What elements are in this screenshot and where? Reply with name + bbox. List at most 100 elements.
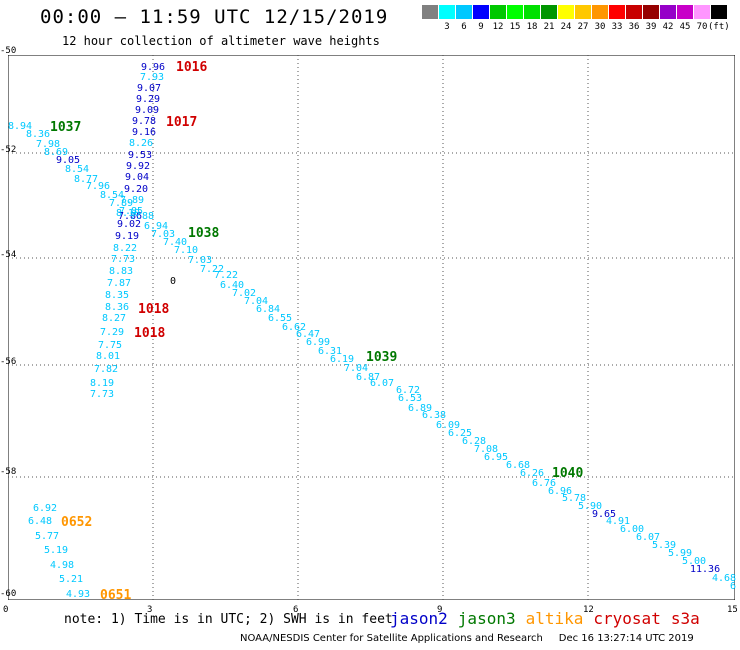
color-scale-swatch [558,5,574,19]
track-a-swh-value: 8.19 [90,378,115,389]
y-tick-label: -52 [0,145,17,155]
track-a-swh-value: 7.75 [98,340,123,351]
pass-number-label: 1018 [138,302,170,317]
color-scale-swatch [694,5,710,19]
track-a-swh-value: 8.83 [109,266,134,277]
color-scale-label: 70 [696,22,708,32]
track-b-swh-value: 6.00 [620,524,645,535]
track-b-swh-value: 8.94 [8,121,33,132]
track-b-swh-value: 6.53 [398,393,423,404]
track-c-swh-value: 4.98 [50,560,75,571]
track-a-swh-value: 7.85 [119,206,144,217]
page-title: 00:00 – 11:59 UTC 12/15/2019 [40,6,389,28]
page-subtitle: 12 hour collection of altimeter wave hei… [62,34,380,48]
track-a-swh-value: 9.29 [136,94,161,105]
track-b-swh-value: 8.54 [65,164,90,175]
pass-number-label: 1018 [134,326,166,341]
y-tick-label: -60 [0,589,17,599]
pass-number-label: 1037 [50,120,82,135]
color-scale-unit: (ft) [708,22,730,32]
track-b-swh-value: 5.00 [682,556,707,567]
color-scale-label: 27 [577,22,589,32]
track-a-swh-value: 7.93 [140,72,165,83]
color-scale-swatch [524,5,540,19]
color-scale-label: 36 [628,22,640,32]
track-a-swh-value: 7.87 [107,278,132,289]
track-b-swh-value: 6.07 [636,532,661,543]
track-b-swh-value: 6.31 [318,346,343,357]
pass-number-label: 0652 [61,515,93,530]
legend-jason3: jason3 [457,609,516,628]
color-scale-label: 15 [509,22,521,32]
legend-note: note: 1) Time is in UTC; 2) SWH is in fe… [64,612,393,627]
color-scale-swatch [677,5,693,19]
track-b-swh-value: 8.69 [44,147,69,158]
track-b-swh-value: 6.87 [356,372,381,383]
track-b-swh-value: 7.04 [244,296,269,307]
track-b-swh-value: 6.99 [306,337,331,348]
pass-number-label: 1040 [552,466,584,481]
track-b-swh-value: 8.36 [26,129,51,140]
color-scale-swatch [507,5,523,19]
track-b-swh-value: 11.36 [690,564,721,575]
track-c-swh-value: 5.19 [44,545,69,556]
grid-lines [8,55,735,600]
legend-altika: altika [525,609,584,628]
footer-credit: NOAA/NESDIS Center for Satellite Applica… [240,633,694,644]
track-b-swh-value: 6.96 [548,486,573,497]
color-scale-swatch [422,5,438,19]
track-a-swh-value: 9.02 [117,219,142,230]
track-b-swh-value: 6.09 [436,420,461,431]
track-b-swh-value: 7.03 [151,229,176,240]
color-scale-label: 6 [461,22,467,32]
color-scale-swatch [609,5,625,19]
track-b-swh-value: 5.99 [668,548,693,559]
track-a-swh-value: 7.73 [111,254,136,265]
color-scale-label: 33 [611,22,623,32]
track-b-swh-value: 5.39 [652,540,677,551]
color-scale-label: 39 [645,22,657,32]
track-a-swh-value: 9.96 [141,62,166,73]
track-b-swh-value: 7.88 [130,211,155,222]
track-b-swh-value: 7.40 [163,237,188,248]
track-b-swh-value: 8.54 [100,190,125,201]
track-b-swh-value: 7.96 [86,181,111,192]
track-c-swh-value: 5.77 [35,531,60,542]
track-a-swh-value: 9.09 [135,105,160,116]
track-b-swh-value: 9.05 [56,155,81,166]
track-b-swh-value: 6 [730,581,737,592]
track-b-swh-value: 6.26 [520,468,545,479]
track-b-swh-value: 5.78 [562,493,587,504]
x-tick-label: 15 [727,605,738,615]
y-tick-label: -56 [0,357,17,367]
color-scale-label: 30 [594,22,606,32]
color-scale-swatch [660,5,676,19]
track-b-swh-value: 7.02 [232,288,257,299]
track-b-swh-value: 6.95 [484,452,509,463]
track-a-swh-value: 8.26 [129,138,154,149]
color-scale-label: 12 [492,22,504,32]
track-b-swh-value: 6.19 [330,354,355,365]
track-a-swh-value: 9.53 [128,150,153,161]
x-tick-label: 3 [147,605,153,615]
track-a-swh-value: 8.01 [96,351,121,362]
track-b-swh-value: 6.55 [268,313,293,324]
track-b-swh-value: 8.10 [116,208,141,219]
track-b-swh-value: 6.72 [396,385,421,396]
legend-cryosat: cryosat [593,609,661,628]
track-b-swh-value: 7.10 [174,245,199,256]
footer-timestamp: Dec 16 13:27:14 UTC 2019 [558,633,694,644]
track-b-swh-value: 7.22 [214,270,239,281]
track-b-swh-value: 6.84 [256,304,281,315]
track-a-swh-value: 9.92 [126,161,151,172]
track-b-swh-value: 7.98 [36,139,61,150]
legend-s3a: s3a [670,609,700,628]
track-a-swh-value: 8.36 [105,302,130,313]
track-a-swh-value: 9.07 [137,83,162,94]
track-b-swh-value: 6.68 [506,460,531,471]
satellite-legend: jason2 jason3 altika cryosat s3a [390,609,710,628]
track-b-swh-value: 6.25 [448,428,473,439]
footer-agency: NOAA/NESDIS Center for Satellite Applica… [240,633,543,644]
color-scale-swatch [592,5,608,19]
pass-number-label: 1017 [166,115,198,130]
